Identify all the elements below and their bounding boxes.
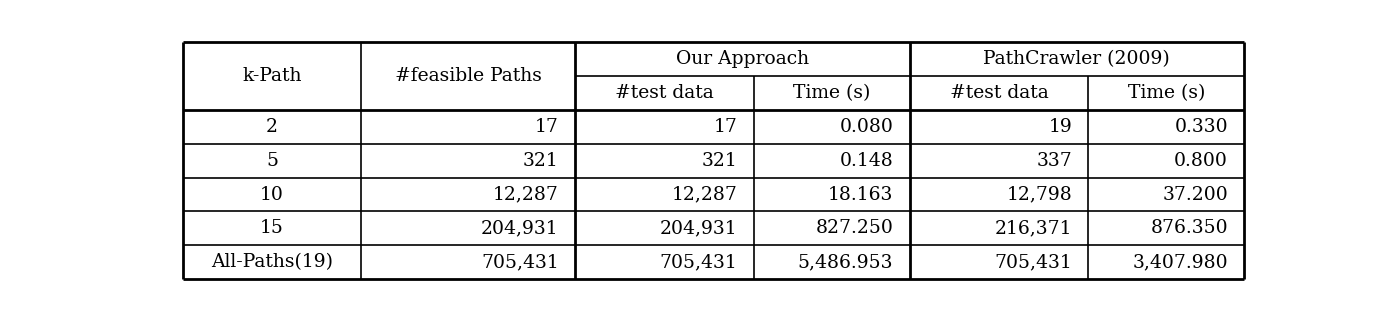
Text: 12,287: 12,287 — [493, 185, 558, 204]
Text: 705,431: 705,431 — [994, 253, 1072, 271]
Text: Time (s): Time (s) — [1128, 84, 1205, 102]
Text: 12,287: 12,287 — [672, 185, 738, 204]
Text: PathCrawler (2009): PathCrawler (2009) — [984, 50, 1171, 68]
Text: 0.080: 0.080 — [839, 118, 894, 136]
Text: All-Paths(19): All-Paths(19) — [212, 253, 333, 271]
Text: #test data: #test data — [949, 84, 1048, 102]
Text: 12,798: 12,798 — [1006, 185, 1072, 204]
Text: #feasible Paths: #feasible Paths — [395, 67, 541, 85]
Text: 0.148: 0.148 — [839, 152, 894, 169]
Text: 10: 10 — [260, 185, 284, 204]
Text: 18.163: 18.163 — [828, 185, 894, 204]
Text: k-Path: k-Path — [242, 67, 302, 85]
Text: 5: 5 — [266, 152, 278, 169]
Text: 876.350: 876.350 — [1150, 219, 1228, 238]
Text: 204,931: 204,931 — [660, 219, 738, 238]
Text: 337: 337 — [1037, 152, 1072, 169]
Text: 19: 19 — [1048, 118, 1072, 136]
Text: 321: 321 — [523, 152, 558, 169]
Text: 204,931: 204,931 — [482, 219, 558, 238]
Text: 37.200: 37.200 — [1162, 185, 1228, 204]
Text: 0.800: 0.800 — [1173, 152, 1228, 169]
Text: 321: 321 — [702, 152, 738, 169]
Text: 2: 2 — [266, 118, 278, 136]
Text: Time (s): Time (s) — [793, 84, 870, 102]
Text: 827.250: 827.250 — [816, 219, 894, 238]
Text: 0.330: 0.330 — [1175, 118, 1228, 136]
Text: 17: 17 — [535, 118, 558, 136]
Text: Our Approach: Our Approach — [675, 50, 809, 68]
Text: 3,407.980: 3,407.980 — [1132, 253, 1228, 271]
Text: 5,486.953: 5,486.953 — [798, 253, 894, 271]
Text: 216,371: 216,371 — [995, 219, 1072, 238]
Text: 15: 15 — [260, 219, 284, 238]
Text: 705,431: 705,431 — [660, 253, 738, 271]
Text: 17: 17 — [714, 118, 738, 136]
Text: 705,431: 705,431 — [482, 253, 558, 271]
Text: #test data: #test data — [615, 84, 714, 102]
